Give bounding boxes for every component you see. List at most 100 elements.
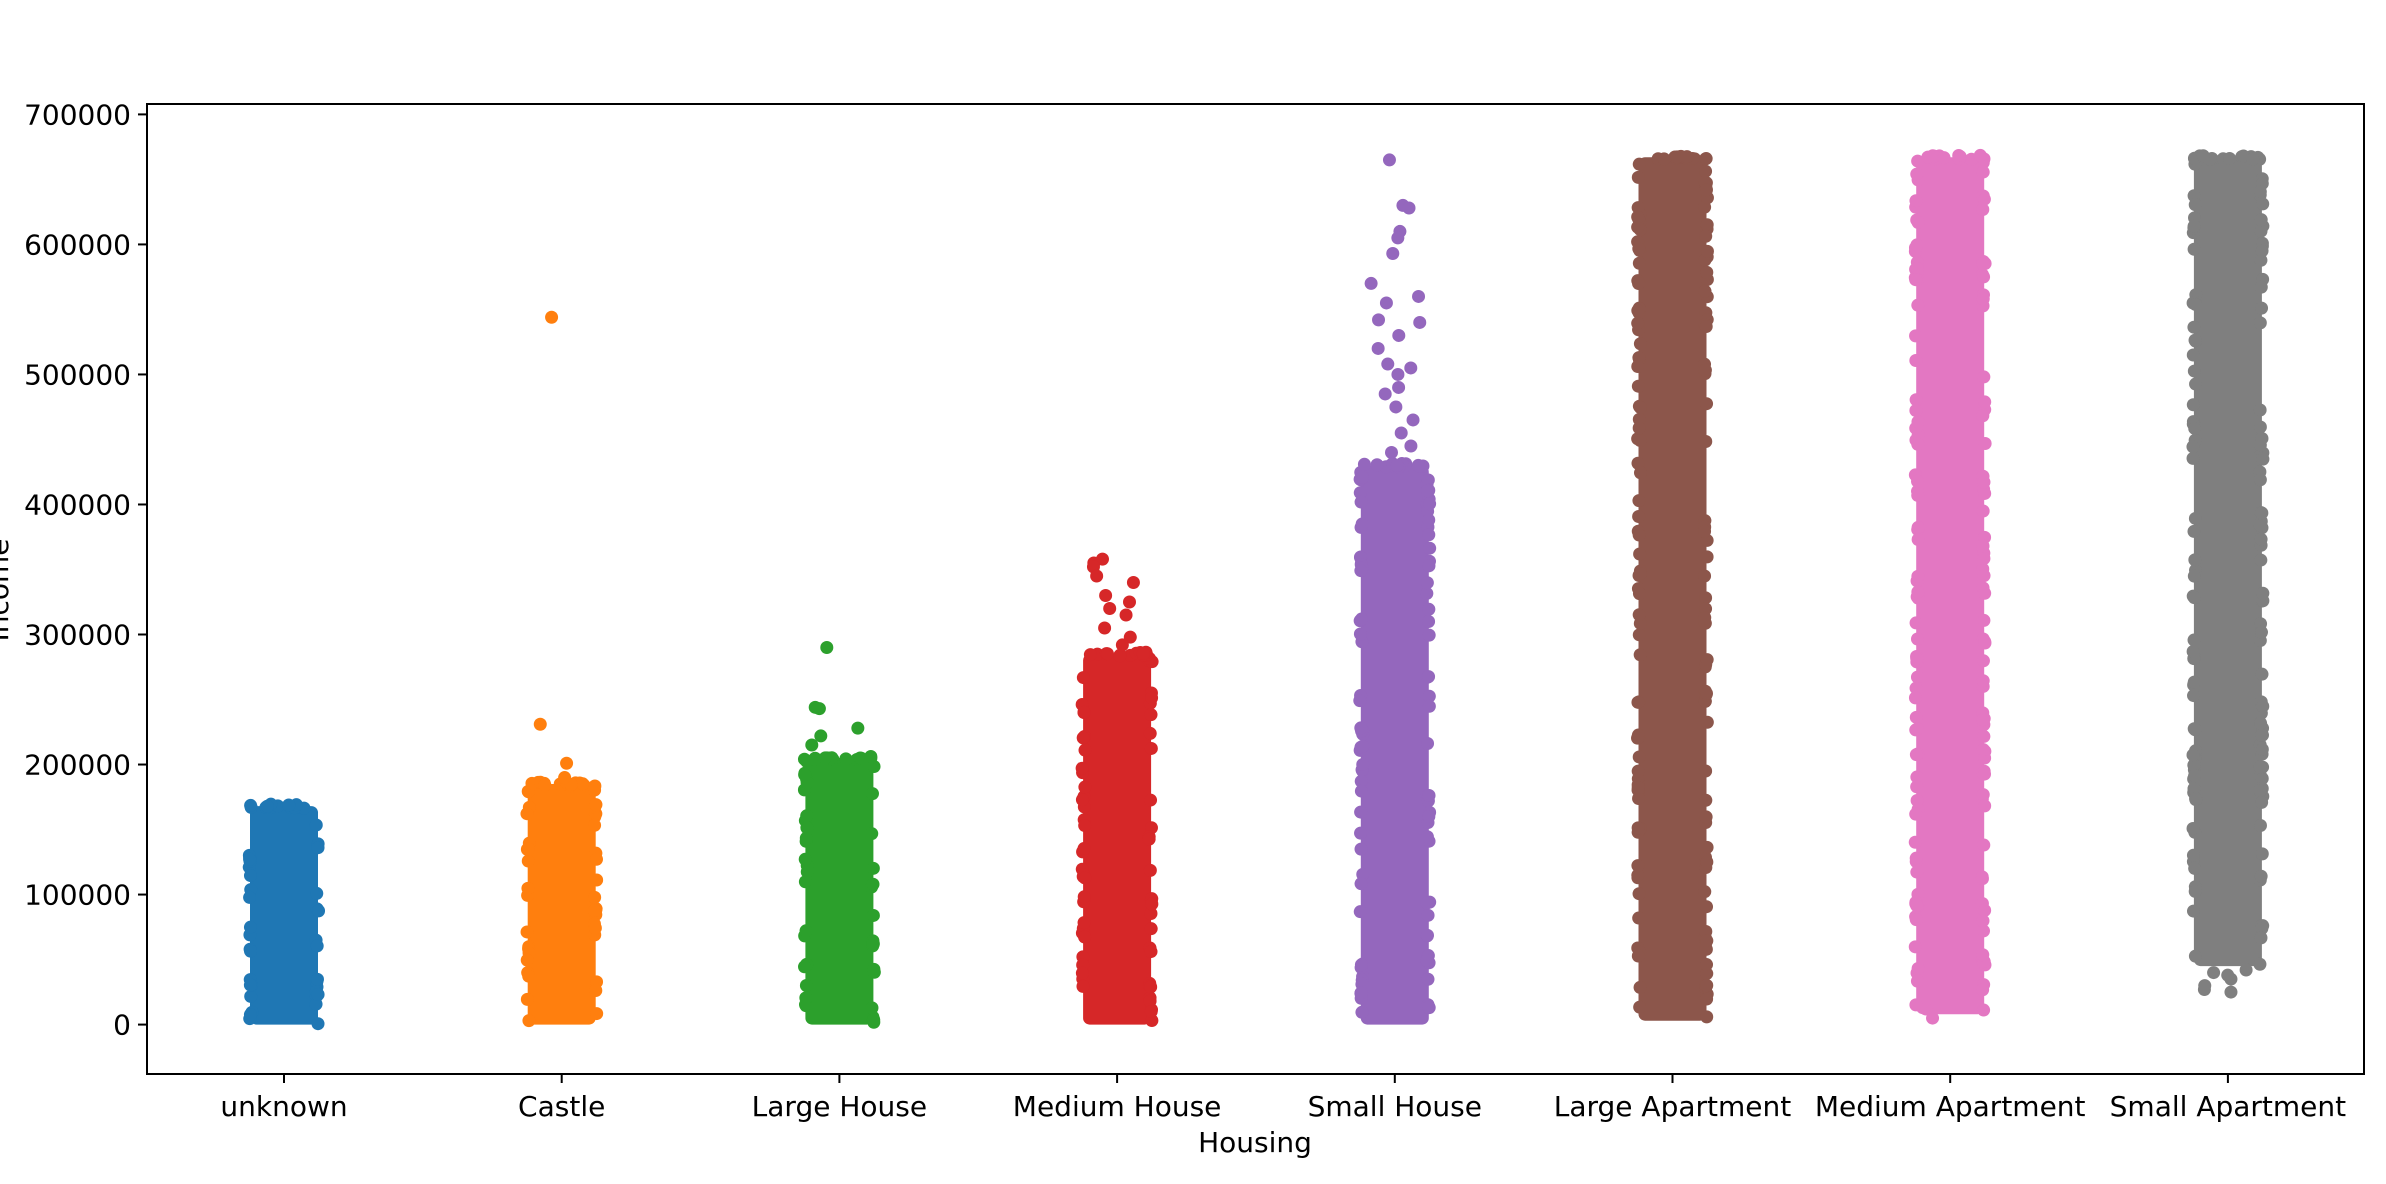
data-point: [1911, 569, 1925, 583]
data-point: [1421, 473, 1435, 487]
data-point: [1700, 992, 1714, 1006]
data-point: [1909, 851, 1923, 865]
data-point: [1911, 520, 1925, 534]
data-point: [1700, 1010, 1714, 1024]
data-point: [1911, 437, 1925, 451]
data-point: [1632, 887, 1646, 901]
data-point: [1700, 218, 1714, 232]
data-point: [2255, 301, 2269, 315]
outlier-point: [2198, 979, 2212, 993]
data-point: [798, 852, 812, 866]
data-point: [1976, 257, 1990, 271]
data-point: [2187, 219, 2201, 233]
data-point: [1632, 242, 1646, 256]
data-point: [1909, 681, 1923, 695]
data-point: [2187, 675, 2201, 689]
data-point: [1700, 244, 1714, 258]
data-point: [1670, 150, 1684, 164]
data-point: [1078, 930, 1092, 944]
data-point: [1143, 863, 1157, 877]
x-axis-label: Housing: [1198, 1126, 1312, 1159]
outlier-point: [1382, 153, 1396, 167]
data-point: [2255, 795, 2269, 809]
data-point: [2186, 645, 2200, 659]
data-point: [1354, 564, 1368, 578]
y-tick-label: 700000: [24, 98, 131, 131]
data-point: [2187, 781, 2201, 795]
data-point: [243, 978, 257, 992]
data-point: [1354, 826, 1368, 840]
outlier-point: [1926, 1011, 1940, 1025]
data-point: [2188, 884, 2202, 898]
data-point: [1631, 821, 1645, 835]
data-point: [2253, 403, 2267, 417]
data-point: [244, 989, 258, 1003]
outlier-point: [851, 721, 865, 735]
data-point: [2255, 506, 2269, 520]
data-point: [243, 869, 257, 883]
data-point: [1144, 708, 1158, 722]
data-point: [1976, 654, 1990, 668]
data-point: [1952, 148, 1966, 162]
data-point: [1143, 994, 1157, 1008]
data-point: [1631, 731, 1645, 745]
data-point: [1075, 966, 1089, 980]
y-axis: 0 100000 200000 300000 400000 500000 600000 700…: [24, 98, 147, 1042]
data-point: [1356, 739, 1370, 753]
data-point: [865, 787, 879, 801]
data-point: [1354, 877, 1368, 891]
data-point: [2256, 452, 2270, 466]
data-point: [1632, 587, 1646, 601]
data-point: [1354, 612, 1368, 626]
data-point: [2186, 440, 2200, 454]
data-point: [1422, 1000, 1436, 1014]
data-point: [521, 881, 535, 895]
data-point: [1976, 203, 1990, 217]
data-point: [1422, 689, 1436, 703]
data-point: [2187, 569, 2201, 583]
data-point: [1909, 913, 1923, 927]
data-point: [1909, 393, 1923, 407]
data-point: [2186, 748, 2200, 762]
data-point: [1077, 842, 1091, 856]
data-point: [1077, 916, 1091, 930]
outlier-point: [1385, 445, 1399, 459]
data-point: [1698, 885, 1712, 899]
data-point: [2254, 728, 2268, 742]
data-point: [2188, 421, 2202, 435]
outlier-point: [558, 771, 572, 785]
data-point: [310, 939, 324, 953]
data-point: [1910, 167, 1924, 181]
y-tick-label: 400000: [24, 488, 131, 521]
data-point: [2253, 185, 2267, 199]
data-point: [1976, 914, 1990, 928]
data-point: [799, 991, 813, 1005]
outlier-point: [1378, 387, 1392, 401]
outlier-point: [1919, 1002, 1933, 1016]
data-point: [2189, 377, 2203, 391]
data-point: [1909, 616, 1923, 630]
data-point: [864, 750, 878, 764]
data-point: [1633, 434, 1647, 448]
outlier-point: [1391, 231, 1405, 245]
outlier-point: [1371, 341, 1385, 355]
data-point: [1142, 832, 1156, 846]
data-point: [1632, 157, 1646, 171]
data-point: [1370, 458, 1384, 472]
data-point: [1354, 958, 1368, 972]
data-point: [1633, 337, 1647, 351]
data-point: [1978, 636, 1992, 650]
data-point: [1977, 838, 1991, 852]
data-point: [1700, 855, 1714, 869]
data-point: [243, 890, 257, 904]
data-point: [590, 1007, 604, 1021]
data-point: [1075, 761, 1089, 775]
data-point: [1632, 791, 1646, 805]
data-point: [1937, 151, 1951, 165]
data-point: [1700, 653, 1714, 667]
data-point: [1910, 770, 1924, 784]
data-point: [866, 877, 880, 891]
data-point: [800, 821, 814, 835]
data-point: [2186, 398, 2200, 412]
data-point: [1353, 627, 1367, 641]
